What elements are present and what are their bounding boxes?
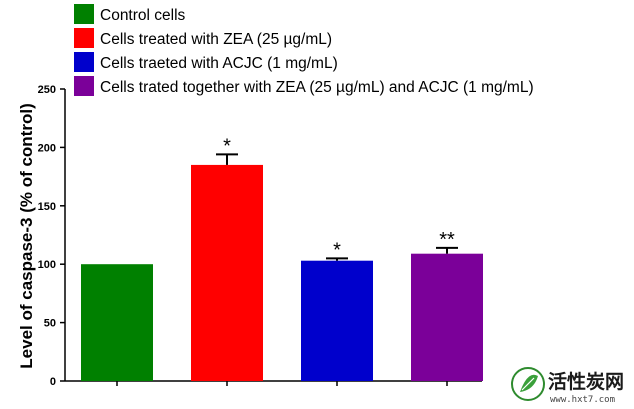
y-tick-label: 150 <box>38 201 56 213</box>
legend-swatch <box>74 52 94 72</box>
legend-swatch <box>74 28 94 48</box>
legend-label: Cells treated with ZEA (25 µg/mL) <box>100 31 332 48</box>
x-axis <box>65 380 482 386</box>
y-tick-label: 200 <box>38 142 56 154</box>
legend-label: Cells traeted with ACJC (1 mg/mL) <box>100 55 338 72</box>
legend-swatch <box>74 4 94 24</box>
legend-swatch <box>74 76 94 96</box>
y-tick-label: 50 <box>44 318 56 330</box>
watermark-name: 活性炭网 <box>548 370 624 393</box>
legend-label: Control cells <box>100 7 186 24</box>
significance-mark: ** <box>439 229 455 251</box>
leaf-logo-icon <box>511 367 545 401</box>
legend-label: Cells trated together with ZEA (25 µg/mL… <box>100 79 534 96</box>
significance-mark: * <box>223 135 231 157</box>
y-axis: 0 50 100 150 200 250 <box>38 84 66 388</box>
bar <box>411 253 483 381</box>
y-tick-label: 0 <box>50 376 56 388</box>
watermark: 活性炭网 www.hxt7.com <box>511 367 624 405</box>
y-axis-label: Level of caspase-3 (% of control) <box>17 103 36 368</box>
bars: ** ** <box>81 135 483 381</box>
watermark-url: www.hxt7.com <box>550 395 615 405</box>
y-tick-label: 100 <box>38 259 56 271</box>
y-tick-label: 250 <box>38 84 56 96</box>
significance-mark: * <box>333 239 341 261</box>
bar <box>191 164 263 381</box>
legend: Control cells Cells treated with ZEA (25 … <box>74 4 534 96</box>
bar <box>301 260 373 381</box>
bar <box>81 264 153 381</box>
